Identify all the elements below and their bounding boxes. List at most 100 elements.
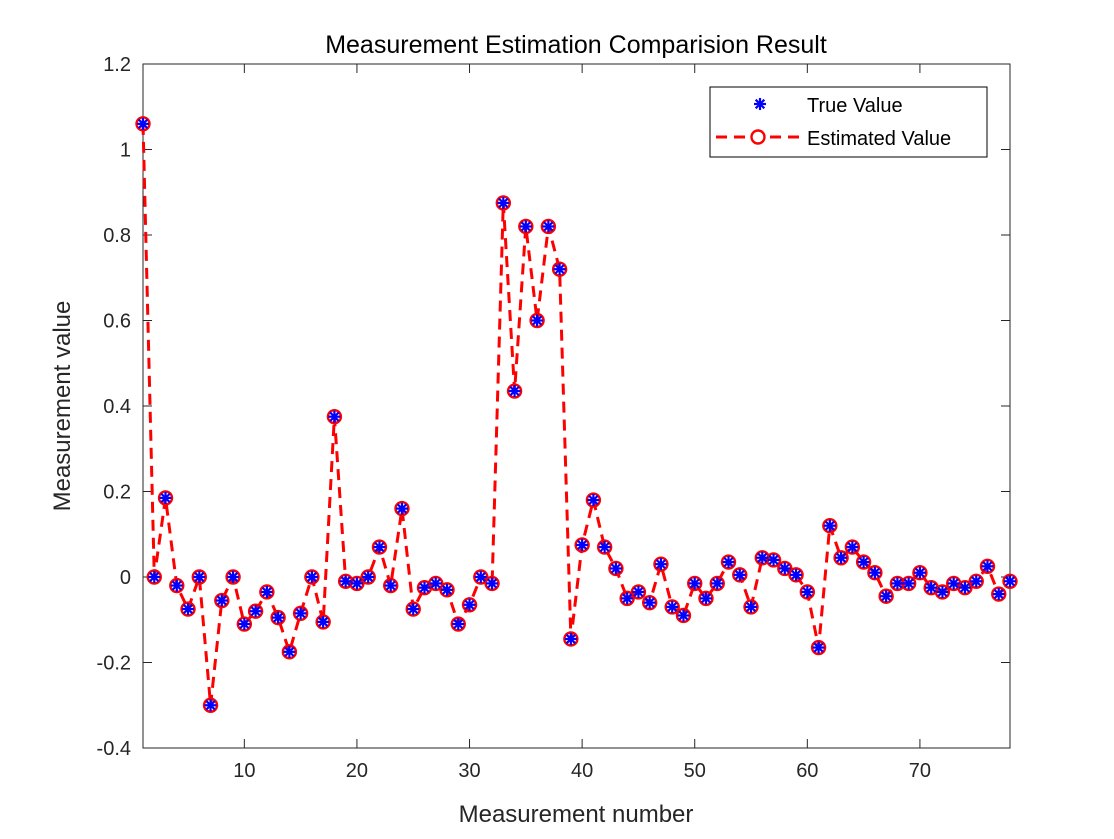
data-point-true-value [170,579,183,592]
asterisk-stroke [441,584,453,595]
data-point-estimated-value [180,601,196,617]
data-point-true-value [272,611,285,624]
asterisk-stroke [408,603,419,615]
data-point-estimated-value [878,588,894,604]
data-point-estimated-value [236,616,253,632]
data-point-estimated-value [585,492,602,508]
data-point-true-value [395,502,408,515]
data-point-true-value [238,618,251,631]
asterisk-stroke [430,578,441,589]
data-point-true-value [204,699,217,712]
data-point-true-value [699,592,712,605]
data-point-true-value [227,571,240,583]
plot-area: -0.4 -0.2 0 0.2 0.4 0.6 0.8 1 1.2 10 20 30 40 50 60 70 [97,54,1018,782]
asterisk-stroke [239,618,250,630]
asterisk-stroke [419,582,430,593]
data-point-true-value [283,645,296,658]
asterisk-stroke [149,571,160,583]
data-point-true-value [474,571,487,583]
data-point-estimated-value [551,261,568,277]
data-point-estimated-value [506,383,523,399]
y-tick-label: 0.6 [103,311,131,333]
asterisk-stroke [577,539,588,551]
asterisk-stroke [520,221,531,232]
data-point-estimated-value [957,579,973,596]
asterisk-stroke [205,700,216,711]
data-point-true-value [519,220,532,233]
data-point-true-value [632,585,645,598]
y-tick-label: -0.4 [97,738,131,760]
asterisk-stroke [227,571,239,583]
data-point-true-value [936,585,949,598]
data-point-true-value [891,577,904,590]
data-point-true-value [193,571,206,583]
data-point-true-value [790,568,803,581]
data-point-estimated-value [765,552,782,568]
data-point-estimated-value [270,609,286,626]
data-point-true-value [587,494,600,507]
data-point-true-value [778,562,791,575]
asterisk-stroke [723,556,734,568]
data-point-true-value [373,541,386,554]
data-point-true-value [823,519,836,532]
data-point-estimated-value [968,573,984,589]
asterisk-stroke [216,595,227,606]
asterisk-stroke [667,601,678,613]
asterisk-stroke [610,563,622,574]
data-point-estimated-value [225,569,241,585]
data-point-true-value [711,577,724,590]
asterisk-stroke [261,586,272,598]
legend-label-estimated-value: Estimated Value [807,128,951,150]
data-point-estimated-value [383,577,399,594]
data-point-true-value [486,577,499,590]
data-point-true-value [328,410,341,423]
data-point-true-value [846,541,859,554]
asterisk-stroke [250,606,261,617]
legend-asterisk [754,98,766,110]
data-point-estimated-value [157,490,174,506]
asterisk-stroke [396,503,408,514]
asterisk-stroke [329,411,340,422]
asterisk-stroke [926,582,937,593]
data-point-estimated-value [664,599,680,615]
data-point-true-value [880,590,893,603]
y-tick-label: 1 [120,140,131,162]
data-point-true-value [215,594,228,607]
data-point-estimated-value [1002,573,1018,589]
asterisk-stroke [363,571,374,583]
data-point-estimated-value [844,539,861,555]
data-point-true-value [553,263,566,276]
data-point-estimated-value [732,567,748,583]
data-point-true-value [643,596,656,609]
asterisk-stroke [757,552,768,563]
data-point-estimated-value [777,560,793,577]
asterisk-stroke [881,591,892,602]
asterisk-stroke [993,589,1004,600]
legend-box [709,86,988,158]
legend-marker-true-value [754,98,766,110]
data-point-true-value [542,220,555,233]
asterisk-stroke [847,541,858,553]
data-point-true-value [159,491,172,504]
data-point-true-value [947,577,960,590]
data-point-true-value [441,583,454,596]
y-tick-label: 0 [120,567,131,589]
data-point-true-value [801,585,814,598]
data-point-true-value [249,605,262,618]
data-point-true-value [429,577,442,590]
data-point-true-value [733,568,746,581]
x-tick-label: 30 [458,760,480,782]
asterisk-stroke [712,578,723,589]
asterisk-stroke [385,580,396,591]
data-point-estimated-value [473,569,489,585]
legend-marker-estimated-value [716,129,800,145]
data-point-true-value [857,556,870,569]
data-point-estimated-value [596,539,613,555]
asterisk-stroke [284,646,295,657]
data-point-estimated-value [743,599,759,615]
data-point-estimated-value [855,554,872,570]
x-tick-label: 20 [346,760,368,782]
data-point-true-value [407,603,420,616]
data-point-estimated-value [214,592,230,609]
data-point-true-value [317,615,330,628]
